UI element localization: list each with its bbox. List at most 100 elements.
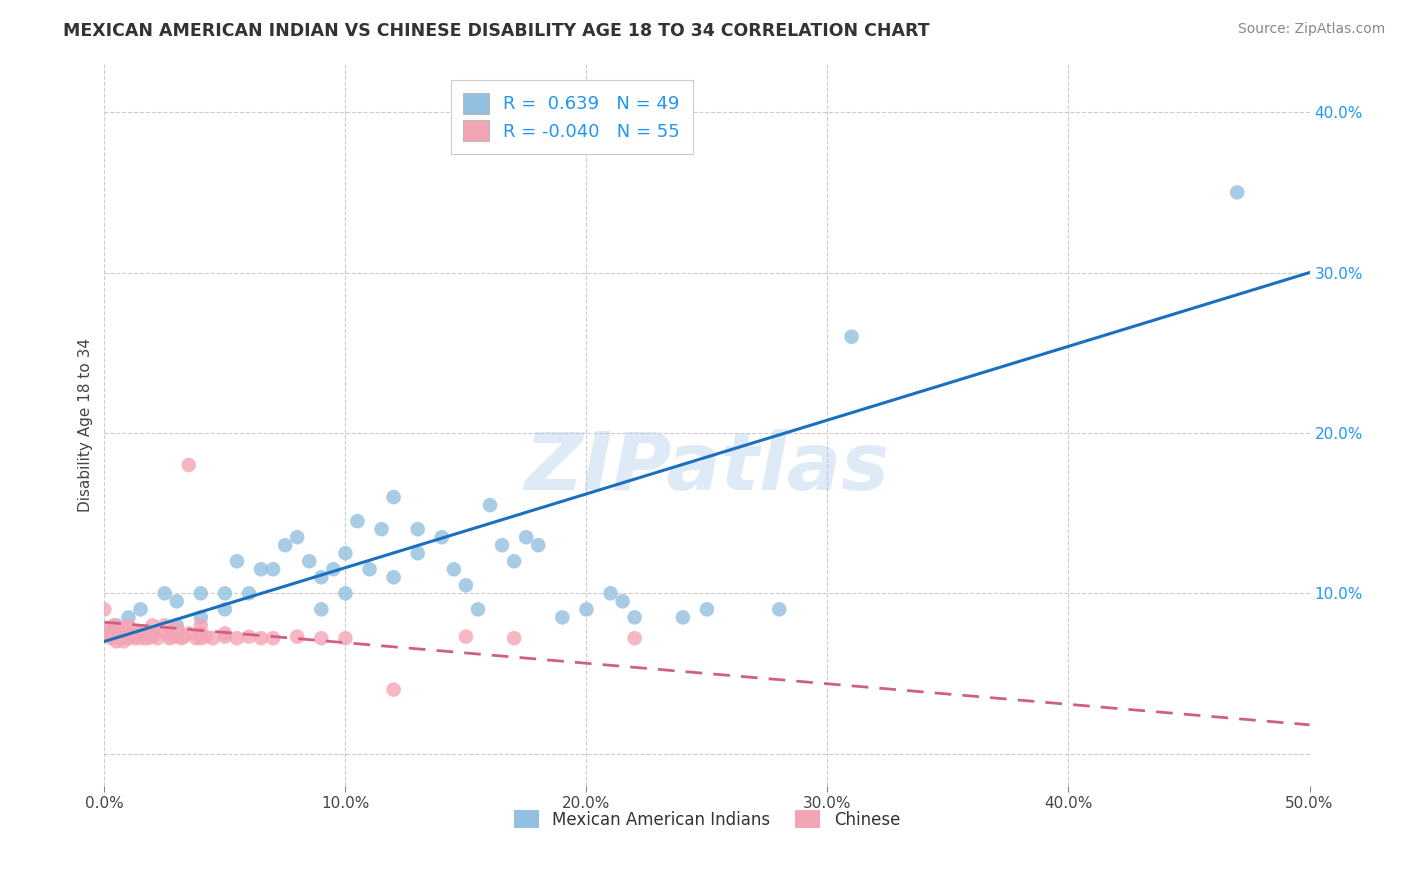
Point (129, 626, 152, 640)
Point (153, 586, 176, 600)
Point (129, 602, 152, 616)
Point (98, 622, 121, 636)
Point (430, 530, 453, 544)
Point (117, 626, 139, 640)
Point (190, 610, 212, 624)
Point (467, 602, 489, 616)
Point (115, 628, 138, 642)
Point (406, 546, 429, 560)
Point (125, 624, 148, 639)
Text: Source: ZipAtlas.com: Source: ZipAtlas.com (1237, 22, 1385, 37)
Point (194, 630, 217, 644)
Point (190, 626, 212, 640)
Point (105, 626, 128, 640)
Point (599, 586, 621, 600)
Point (125, 632, 148, 646)
Point (262, 562, 284, 576)
Point (166, 630, 188, 644)
Point (382, 682, 405, 697)
Point (159, 632, 181, 646)
Point (170, 632, 193, 646)
Point (768, 602, 790, 616)
Point (841, 329, 863, 343)
Point (112, 634, 135, 648)
Point (406, 522, 429, 536)
Point (177, 626, 200, 640)
Point (214, 602, 236, 616)
Point (382, 490, 405, 504)
Point (103, 618, 125, 632)
Point (285, 630, 308, 644)
Point (112, 622, 135, 636)
Point (153, 618, 176, 632)
Point (238, 586, 260, 600)
Point (160, 630, 183, 644)
Point (146, 632, 169, 646)
Point (190, 586, 212, 600)
Point (166, 622, 188, 636)
Point (93, 602, 115, 616)
Point (142, 630, 165, 644)
Point (479, 498, 502, 512)
Point (696, 602, 718, 616)
Point (238, 630, 260, 644)
Point (298, 554, 321, 568)
Point (184, 632, 207, 646)
Point (100, 632, 122, 646)
Point (503, 632, 526, 646)
Point (623, 632, 645, 646)
Point (122, 630, 145, 644)
Text: ZIPatlas: ZIPatlas (524, 429, 890, 508)
Point (153, 626, 176, 640)
Point (136, 626, 159, 640)
Point (311, 602, 333, 616)
Point (672, 610, 695, 624)
Point (132, 632, 155, 646)
Point (285, 530, 308, 544)
Point (443, 562, 465, 576)
Point (503, 554, 526, 568)
Point (250, 632, 273, 646)
Point (190, 618, 212, 632)
Point (173, 630, 195, 644)
Point (612, 594, 634, 608)
Point (142, 626, 165, 640)
Point (515, 530, 537, 544)
Point (262, 632, 284, 646)
Point (190, 632, 212, 646)
Point (454, 630, 477, 644)
Point (311, 570, 333, 584)
Point (166, 618, 188, 632)
Point (214, 630, 236, 644)
Point (311, 632, 333, 646)
Point (551, 610, 574, 624)
Point (359, 562, 381, 576)
Legend: Mexican American Indians, Chinese: Mexican American Indians, Chinese (508, 803, 907, 835)
Point (93, 626, 115, 640)
Point (105, 634, 128, 648)
Point (335, 586, 357, 600)
Point (575, 602, 598, 616)
Text: MEXICAN AMERICAN INDIAN VS CHINESE DISABILITY AGE 18 TO 34 CORRELATION CHART: MEXICAN AMERICAN INDIAN VS CHINESE DISAB… (63, 22, 929, 40)
Point (250, 562, 273, 576)
Point (214, 586, 236, 600)
Point (335, 546, 357, 560)
Point (335, 632, 357, 646)
Y-axis label: Disability Age 18 to 34: Disability Age 18 to 34 (79, 338, 93, 512)
Point (105, 618, 128, 632)
Point (177, 458, 200, 472)
Point (454, 578, 477, 592)
Point (166, 594, 188, 608)
Point (322, 562, 344, 576)
Point (382, 570, 405, 584)
Point (214, 626, 236, 640)
Point (274, 538, 297, 552)
Point (117, 618, 139, 632)
Point (110, 632, 132, 646)
Point (370, 522, 392, 536)
Point (527, 538, 550, 552)
Point (136, 632, 159, 646)
Point (346, 514, 368, 528)
Point (491, 538, 513, 552)
Point (226, 554, 249, 568)
